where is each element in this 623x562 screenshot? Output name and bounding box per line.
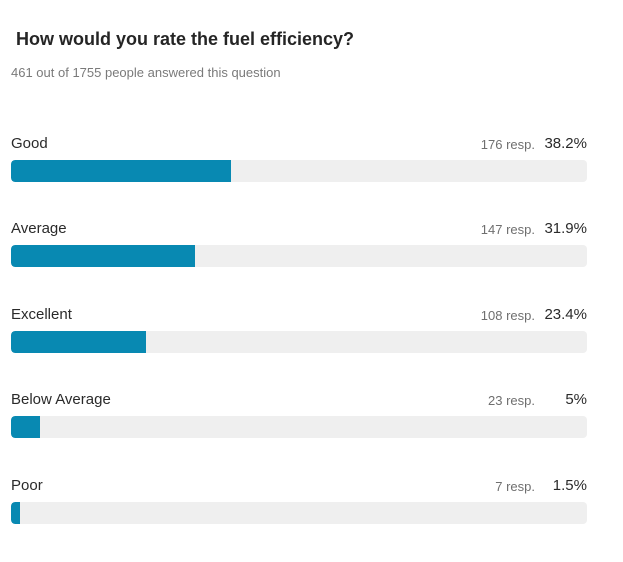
option-percent: 38.2% <box>544 135 587 152</box>
poll-option: Excellent 108 resp. 23.4% <box>11 306 587 362</box>
poll-option: Good 176 resp. 38.2% <box>11 135 587 191</box>
option-bar-track <box>11 245 587 267</box>
option-bar-track <box>11 502 587 524</box>
option-response-count: 176 resp. <box>480 137 535 152</box>
poll-option: Poor 7 resp. 1.5% <box>11 477 587 533</box>
answered-count: 461 out of 1755 people answered this que… <box>11 65 281 80</box>
option-response-count: 7 resp. <box>495 479 535 494</box>
option-label: Average <box>11 220 67 237</box>
option-response-count: 108 resp. <box>480 308 535 323</box>
option-label: Excellent <box>11 306 72 323</box>
option-bar-fill <box>11 331 146 353</box>
option-bar-track <box>11 416 587 438</box>
option-percent: 1.5% <box>552 477 587 494</box>
option-percent: 31.9% <box>544 220 587 237</box>
option-label: Below Average <box>11 391 111 408</box>
poll-option: Below Average 23 resp. 5% <box>11 391 587 447</box>
option-percent: 5% <box>565 391 587 408</box>
option-bar-track <box>11 160 587 182</box>
poll-option: Average 147 resp. 31.9% <box>11 220 587 276</box>
option-label: Good <box>11 135 48 152</box>
option-bar-fill <box>11 245 195 267</box>
poll-question: How would you rate the fuel efficiency? <box>16 29 355 49</box>
option-percent: 23.4% <box>544 306 587 323</box>
option-bar-fill <box>11 416 40 438</box>
option-bar-fill <box>11 160 232 182</box>
option-label: Poor <box>11 477 43 494</box>
option-bar-track <box>11 331 587 353</box>
option-bar-fill <box>11 502 20 524</box>
option-response-count: 23 resp. <box>488 393 535 408</box>
option-response-count: 147 resp. <box>480 222 535 237</box>
